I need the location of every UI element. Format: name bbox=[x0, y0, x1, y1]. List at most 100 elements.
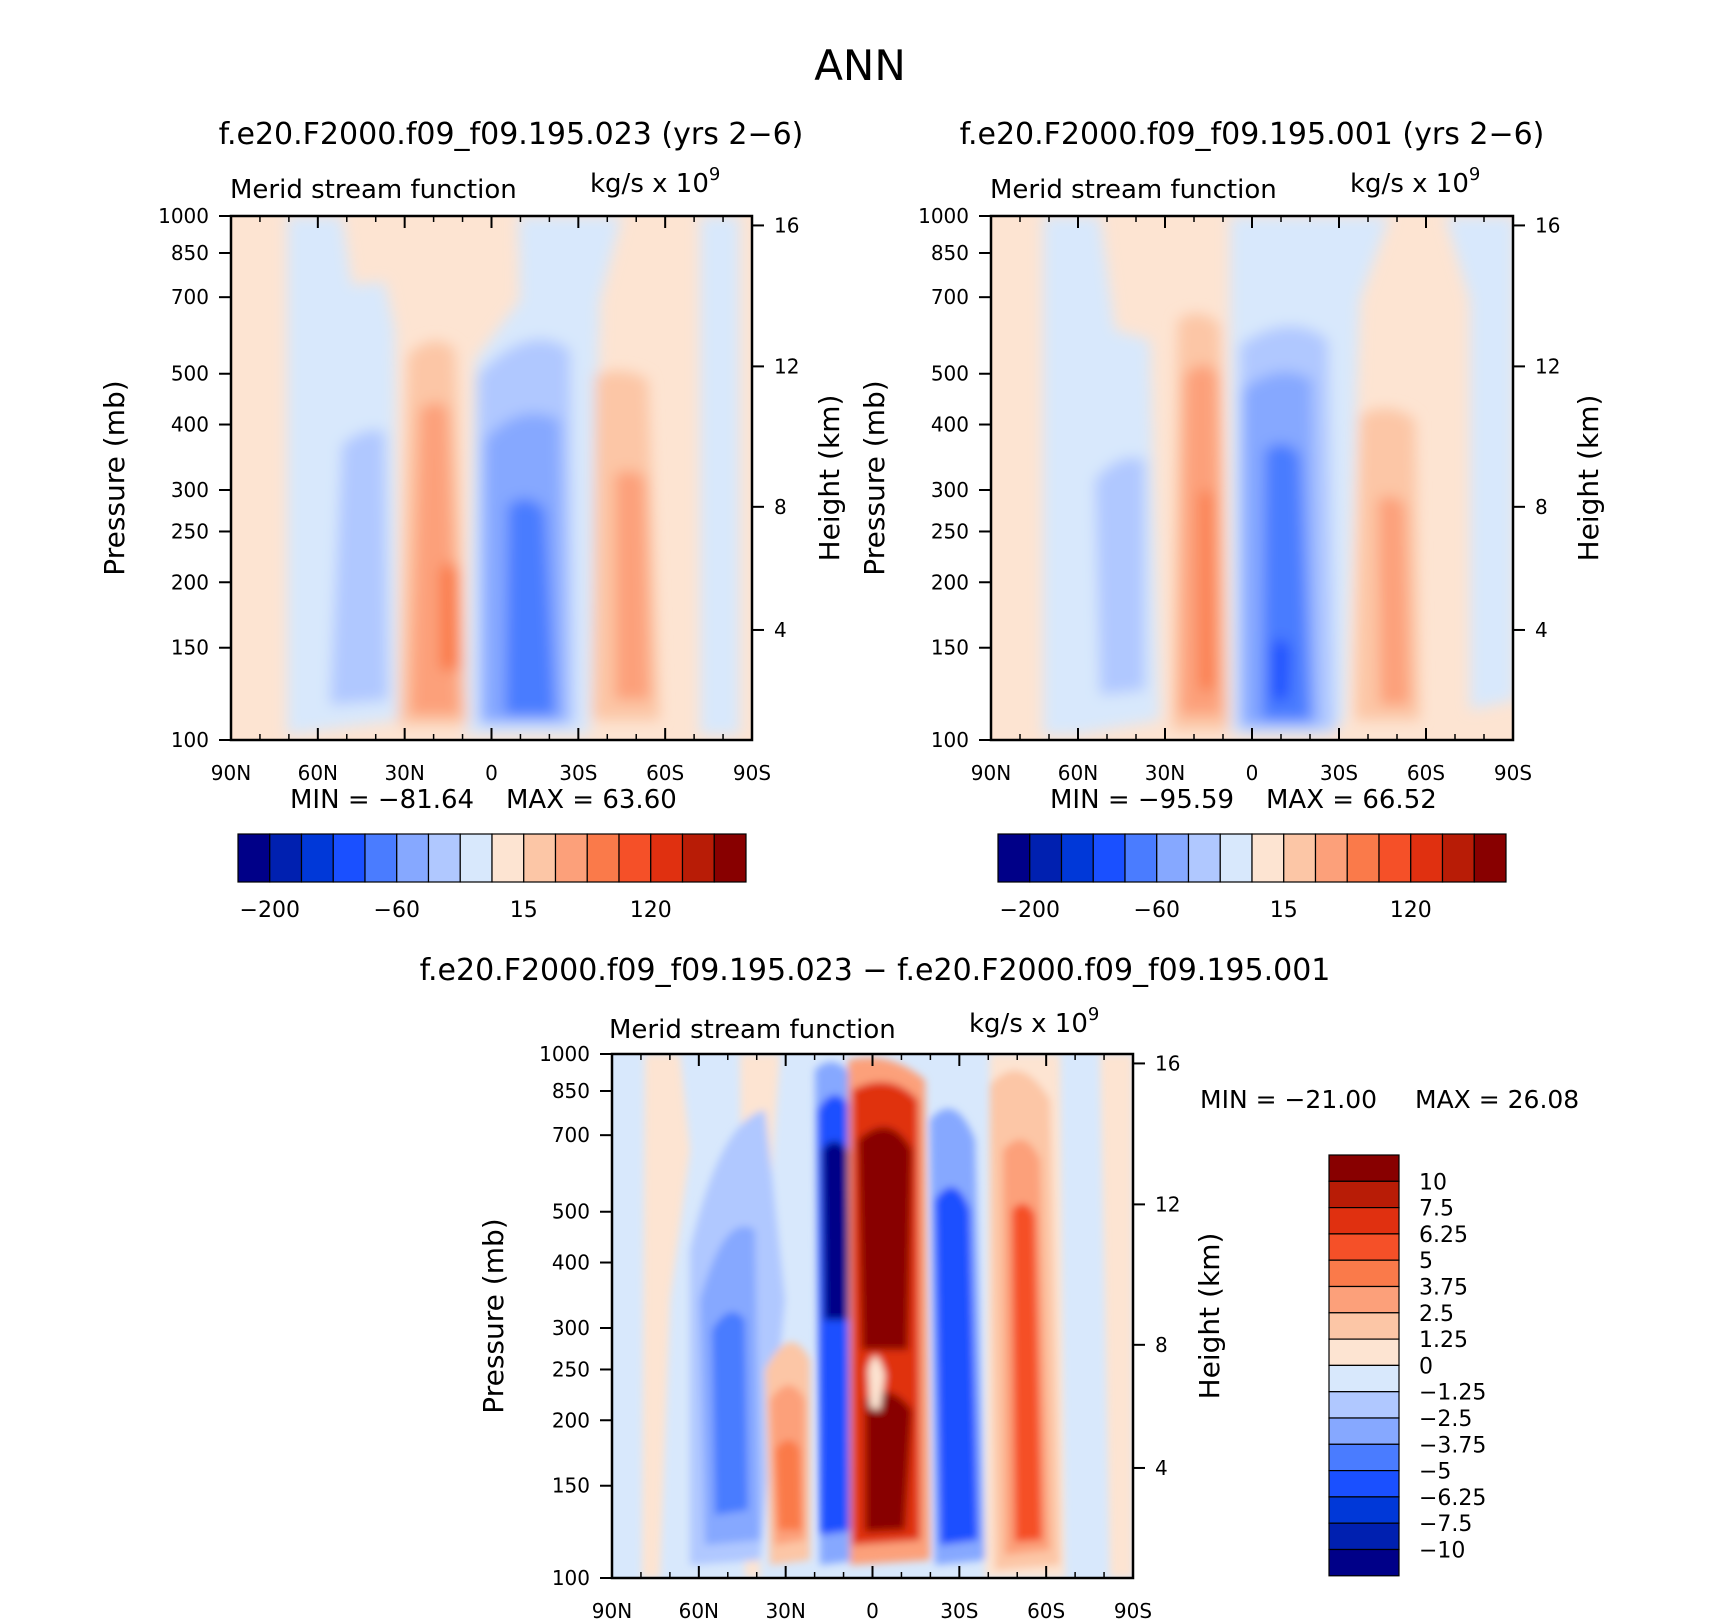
colorbar-box bbox=[1328, 1522, 1400, 1551]
y-tick-label: 500 bbox=[171, 362, 209, 386]
panel-a-ylabel: Pressure (mb) bbox=[98, 380, 131, 575]
y-tick-label: 300 bbox=[931, 478, 969, 502]
colorbar-box bbox=[396, 833, 430, 883]
panel-a-variable: Merid stream function bbox=[230, 175, 517, 205]
colorbar-label: 120 bbox=[630, 898, 672, 923]
colorbar-label: −5 bbox=[1419, 1460, 1451, 1485]
panel-diff-contour bbox=[642, 1054, 690, 1578]
panel-a-field bbox=[231, 216, 752, 740]
y-tick-label: 400 bbox=[931, 413, 969, 437]
x-tick-label: 30N bbox=[384, 761, 424, 785]
x-tick-label: 0 bbox=[1246, 761, 1259, 785]
x-tick-label: 60S bbox=[646, 761, 684, 785]
y-right-tick-label: 4 bbox=[774, 618, 787, 642]
x-tick-label: 90S bbox=[1114, 1599, 1152, 1620]
y-right-tick-label: 12 bbox=[1155, 1192, 1180, 1216]
y-right-tick-label: 16 bbox=[1535, 213, 1560, 237]
panel-b-contour bbox=[1272, 638, 1290, 700]
y-tick-label: 700 bbox=[931, 285, 969, 309]
colorbar-box bbox=[491, 833, 525, 883]
colorbar-box bbox=[554, 833, 588, 883]
panel-b-min-label: MIN = −95.59 bbox=[1050, 785, 1234, 815]
y-tick-label: 400 bbox=[171, 413, 209, 437]
panel-a-contour bbox=[615, 470, 650, 700]
colorbar-box bbox=[1328, 1338, 1400, 1366]
y-tick-label: 500 bbox=[931, 362, 969, 386]
panel-b: f.e20.F2000.f09_f09.195.001 (yrs 2−6) Me… bbox=[858, 117, 1605, 923]
panel-a-axes: 90N 60N 30N 0 30S 60S 90S 100 150 200 250 300 400 500… bbox=[158, 204, 799, 785]
x-tick-label: 60N bbox=[1058, 761, 1098, 785]
x-tick-label: 60S bbox=[1027, 1599, 1065, 1620]
y-right-tick-label: 16 bbox=[1155, 1051, 1180, 1075]
colorbar-box bbox=[1328, 1180, 1400, 1209]
colorbar-box bbox=[1328, 1391, 1400, 1419]
panel-b-title: f.e20.F2000.f09_f09.195.001 (yrs 2−6) bbox=[960, 117, 1545, 152]
x-tick-label: 60N bbox=[679, 1599, 719, 1620]
x-tick-label: 30N bbox=[765, 1599, 805, 1620]
colorbar-box bbox=[1219, 833, 1253, 883]
y-tick-label: 300 bbox=[171, 478, 209, 502]
panel-b-variable: Merid stream function bbox=[990, 175, 1277, 205]
panel-b-field bbox=[991, 216, 1513, 740]
colorbar-label: 15 bbox=[1270, 898, 1298, 923]
panel-diff-field bbox=[612, 1054, 1133, 1578]
panel-b-ylabel-right: Height (km) bbox=[1572, 395, 1605, 562]
panel-diff-contour bbox=[865, 1392, 912, 1532]
colorbar-box bbox=[332, 833, 366, 883]
colorbar-box bbox=[237, 833, 271, 883]
colorbar-box bbox=[1328, 1443, 1400, 1472]
colorbar-box bbox=[1441, 833, 1475, 883]
panel-a-units: kg/s x 109 bbox=[590, 164, 720, 199]
y-right-tick-label: 12 bbox=[1535, 354, 1560, 378]
colorbar-label: 7.5 bbox=[1419, 1197, 1454, 1222]
panel-diff-contour bbox=[868, 1356, 885, 1410]
panel-b-axes: 90N 60N 30N 0 30S 60S 90S 100 150 200 250 300 400 500… bbox=[918, 204, 1560, 785]
colorbar-box bbox=[300, 833, 334, 883]
panel-diff-axes: 90N 60N 30N 0 30S 60S 90S 100 150 200 250 300 400 500… bbox=[539, 1042, 1180, 1620]
x-tick-label: 0 bbox=[485, 761, 498, 785]
colorbar-box bbox=[618, 833, 652, 883]
colorbar-box bbox=[997, 833, 1031, 883]
panel-diff-contour bbox=[1100, 1054, 1133, 1578]
colorbar-box bbox=[1328, 1496, 1400, 1524]
panel-b-ylabel: Pressure (mb) bbox=[858, 380, 891, 575]
y-tick-label: 400 bbox=[552, 1251, 590, 1275]
panel-diff-ylabel: Pressure (mb) bbox=[477, 1218, 510, 1413]
colorbar-box bbox=[1251, 833, 1285, 883]
colorbar-box bbox=[459, 833, 493, 883]
colorbar-box bbox=[681, 833, 715, 883]
colorbar-box bbox=[1328, 1233, 1400, 1261]
y-right-tick-label: 8 bbox=[1535, 495, 1548, 519]
colorbar-box bbox=[1378, 833, 1412, 883]
x-tick-label: 90N bbox=[592, 1599, 632, 1620]
panel-diff-contour bbox=[822, 1141, 850, 1320]
colorbar-box bbox=[1029, 833, 1063, 883]
colorbar-box bbox=[1328, 1548, 1400, 1577]
y-tick-label: 850 bbox=[931, 241, 969, 265]
colorbar-box bbox=[1410, 833, 1444, 883]
panel-b-contour bbox=[1095, 457, 1145, 695]
y-right-tick-label: 8 bbox=[774, 495, 787, 519]
y-tick-label: 100 bbox=[171, 728, 209, 752]
y-tick-label: 700 bbox=[171, 285, 209, 309]
y-tick-label: 300 bbox=[552, 1316, 590, 1340]
y-tick-label: 150 bbox=[171, 636, 209, 660]
panel-diff-max-label: MAX = 26.08 bbox=[1415, 1085, 1579, 1114]
colorbar-label: 120 bbox=[1390, 898, 1432, 923]
panel-a-contour bbox=[330, 430, 388, 705]
y-right-tick-label: 4 bbox=[1155, 1456, 1168, 1480]
y-right-tick-label: 4 bbox=[1535, 618, 1548, 642]
colorbar-label: 0 bbox=[1419, 1354, 1433, 1379]
colorbar-box bbox=[1124, 833, 1158, 883]
panel-diff-contour bbox=[712, 1312, 748, 1515]
x-tick-label: 30N bbox=[1145, 761, 1185, 785]
colorbar-box bbox=[1283, 833, 1317, 883]
colorbar-box bbox=[650, 833, 684, 883]
panel-diff-contour bbox=[858, 1127, 912, 1350]
panel-diff-ylabel-right: Height (km) bbox=[1193, 1233, 1226, 1400]
x-tick-label: 30S bbox=[940, 1599, 978, 1620]
colorbar-box bbox=[1060, 833, 1094, 883]
y-tick-label: 100 bbox=[931, 728, 969, 752]
panel-diff-min-label: MIN = −21.00 bbox=[1200, 1085, 1377, 1114]
